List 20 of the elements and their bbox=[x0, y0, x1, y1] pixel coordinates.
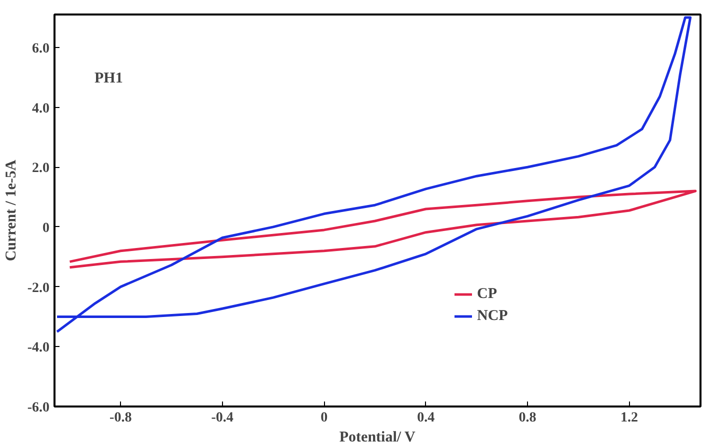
x-tick-label: 0.8 bbox=[518, 410, 536, 426]
x-tick-label: -0.8 bbox=[110, 410, 132, 426]
y-axis-title: Current / 1e-5A bbox=[3, 160, 20, 262]
legend-label: NCP bbox=[477, 308, 508, 324]
annotation: PH1 bbox=[94, 70, 123, 86]
legend-label: CP bbox=[477, 286, 497, 302]
y-tick-label: -2.0 bbox=[27, 280, 50, 296]
y-tick-label: -6.0 bbox=[27, 400, 50, 416]
y-tick-label: -4.0 bbox=[27, 340, 50, 356]
x-tick-label: 0 bbox=[320, 410, 328, 426]
y-tick-label: 6.0 bbox=[32, 41, 50, 56]
x-axis-title: Potential/ V bbox=[339, 430, 416, 446]
x-tick-label: 1.2 bbox=[620, 410, 638, 426]
line-series bbox=[68, 190, 697, 269]
x-tick-label: -0.4 bbox=[211, 410, 234, 426]
line-series bbox=[56, 16, 692, 333]
y-tick-label: 4.0 bbox=[32, 101, 50, 116]
y-tick-label: 0 bbox=[42, 220, 50, 236]
x-tick-label: 0.4 bbox=[417, 410, 435, 426]
y-tick-label: 2.0 bbox=[32, 161, 50, 176]
